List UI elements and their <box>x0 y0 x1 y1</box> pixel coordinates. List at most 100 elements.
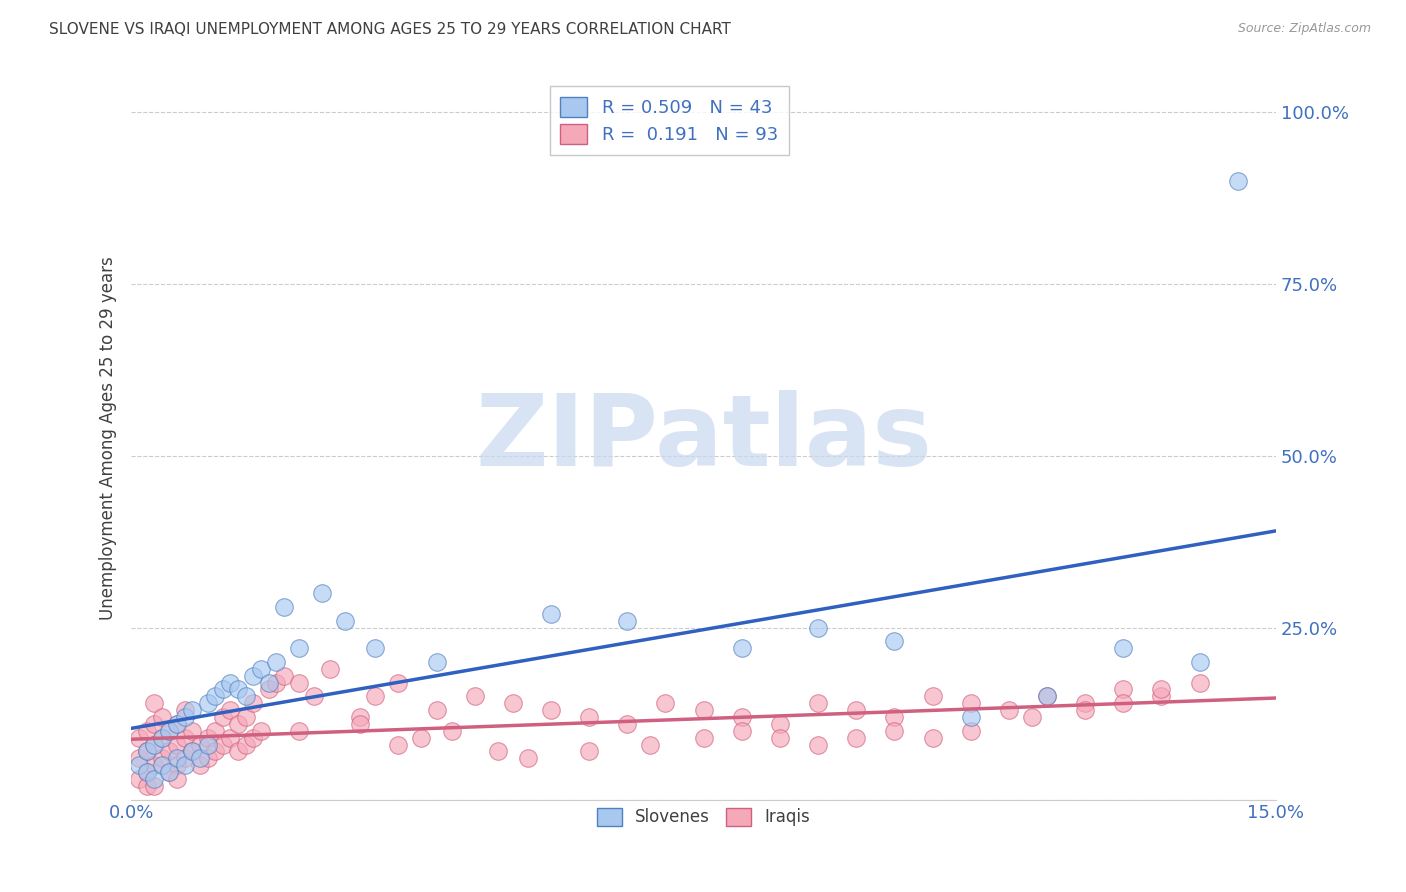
Point <box>425 655 447 669</box>
Point <box>135 764 157 779</box>
Y-axis label: Unemployment Among Ages 25 to 29 years: Unemployment Among Ages 25 to 29 years <box>100 257 117 620</box>
Point <box>143 696 166 710</box>
Text: Source: ZipAtlas.com: Source: ZipAtlas.com <box>1237 22 1371 36</box>
Point <box>157 723 180 738</box>
Point <box>616 717 638 731</box>
Point <box>226 682 249 697</box>
Point <box>845 731 868 745</box>
Point <box>883 634 905 648</box>
Point <box>150 710 173 724</box>
Point <box>273 669 295 683</box>
Point <box>226 717 249 731</box>
Point <box>242 669 264 683</box>
Point <box>235 710 257 724</box>
Point <box>1074 703 1097 717</box>
Point <box>173 703 195 717</box>
Point <box>211 738 233 752</box>
Point <box>197 696 219 710</box>
Point <box>257 682 280 697</box>
Point <box>143 758 166 772</box>
Point <box>311 586 333 600</box>
Point <box>517 751 540 765</box>
Point <box>135 744 157 758</box>
Point <box>1021 710 1043 724</box>
Point <box>157 723 180 738</box>
Point <box>226 744 249 758</box>
Point <box>128 758 150 772</box>
Point <box>128 731 150 745</box>
Point <box>173 731 195 745</box>
Point <box>807 696 830 710</box>
Point <box>150 751 173 765</box>
Point <box>807 738 830 752</box>
Point <box>166 751 188 765</box>
Point <box>188 738 211 752</box>
Point <box>845 703 868 717</box>
Point <box>959 710 981 724</box>
Point <box>349 710 371 724</box>
Point <box>1150 682 1173 697</box>
Point <box>181 703 204 717</box>
Point <box>1150 690 1173 704</box>
Point <box>235 690 257 704</box>
Point <box>135 744 157 758</box>
Point <box>349 717 371 731</box>
Point <box>250 662 273 676</box>
Point <box>288 641 311 656</box>
Point <box>143 738 166 752</box>
Point <box>769 717 792 731</box>
Point <box>135 779 157 793</box>
Point <box>578 710 600 724</box>
Point <box>288 723 311 738</box>
Point <box>731 710 754 724</box>
Point <box>197 731 219 745</box>
Point <box>157 744 180 758</box>
Point <box>143 717 166 731</box>
Point <box>135 764 157 779</box>
Point <box>219 675 242 690</box>
Point <box>921 731 943 745</box>
Point <box>211 682 233 697</box>
Point <box>288 675 311 690</box>
Point <box>1188 655 1211 669</box>
Point <box>1074 696 1097 710</box>
Point <box>166 758 188 772</box>
Point <box>1226 173 1249 187</box>
Point <box>1036 690 1059 704</box>
Point <box>128 772 150 786</box>
Point <box>1112 696 1135 710</box>
Point <box>150 731 173 745</box>
Point <box>1112 682 1135 697</box>
Point <box>197 738 219 752</box>
Point <box>166 738 188 752</box>
Point <box>540 703 562 717</box>
Text: SLOVENE VS IRAQI UNEMPLOYMENT AMONG AGES 25 TO 29 YEARS CORRELATION CHART: SLOVENE VS IRAQI UNEMPLOYMENT AMONG AGES… <box>49 22 731 37</box>
Point <box>387 675 409 690</box>
Point <box>250 723 273 738</box>
Point <box>921 690 943 704</box>
Point <box>883 723 905 738</box>
Point <box>197 751 219 765</box>
Point <box>1188 675 1211 690</box>
Point <box>135 723 157 738</box>
Point <box>264 655 287 669</box>
Point <box>157 764 180 779</box>
Point <box>692 731 714 745</box>
Point <box>364 641 387 656</box>
Point <box>638 738 661 752</box>
Point <box>411 731 433 745</box>
Point <box>769 731 792 745</box>
Point <box>502 696 524 710</box>
Point <box>143 772 166 786</box>
Point <box>318 662 340 676</box>
Point <box>128 751 150 765</box>
Point <box>173 758 195 772</box>
Point <box>333 614 356 628</box>
Point <box>440 723 463 738</box>
Point <box>464 690 486 704</box>
Point <box>166 717 188 731</box>
Point <box>807 621 830 635</box>
Point <box>257 675 280 690</box>
Point <box>188 758 211 772</box>
Point <box>219 703 242 717</box>
